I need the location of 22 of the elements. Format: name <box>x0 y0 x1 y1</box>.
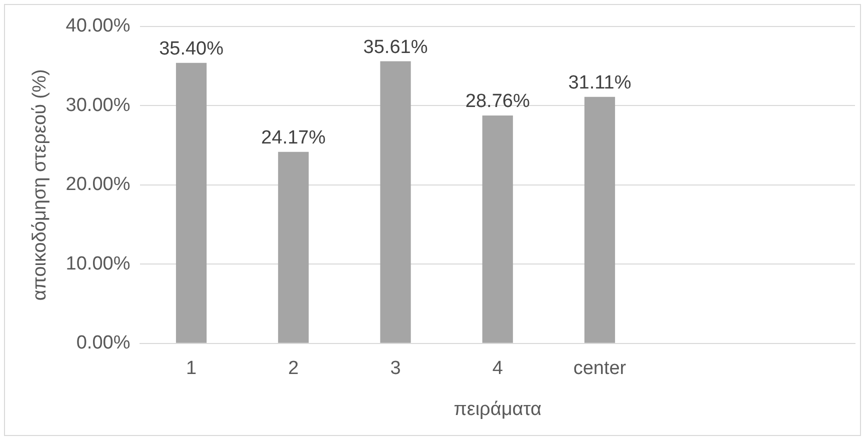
bar <box>380 61 411 343</box>
y-axis-title: αποικοδόμηση στερεού (%) <box>30 69 51 301</box>
data-label: 35.61% <box>363 36 428 58</box>
bar <box>482 115 513 343</box>
bar <box>176 62 207 343</box>
data-label: 35.40% <box>159 38 224 60</box>
x-axis-title: πειράματα <box>454 398 542 420</box>
bar <box>278 152 309 343</box>
data-label: 31.11% <box>568 72 632 94</box>
y-tick-label: 30.00% <box>66 94 130 116</box>
y-tick-label: 40.00% <box>66 16 130 37</box>
x-tick-label: 4 <box>492 358 504 380</box>
y-tick-label: 10.00% <box>66 253 130 274</box>
data-label: 24.17% <box>261 128 326 149</box>
x-tick-label: 1 <box>186 358 197 380</box>
y-tick-label: 0.00% <box>76 332 130 354</box>
x-tick-label: 3 <box>390 358 401 380</box>
y-tick-label: 20.00% <box>66 174 130 196</box>
data-label: 28.76% <box>465 91 530 112</box>
x-tick-label: center <box>573 358 627 380</box>
x-tick-label: 2 <box>288 358 299 380</box>
bar <box>584 96 616 343</box>
